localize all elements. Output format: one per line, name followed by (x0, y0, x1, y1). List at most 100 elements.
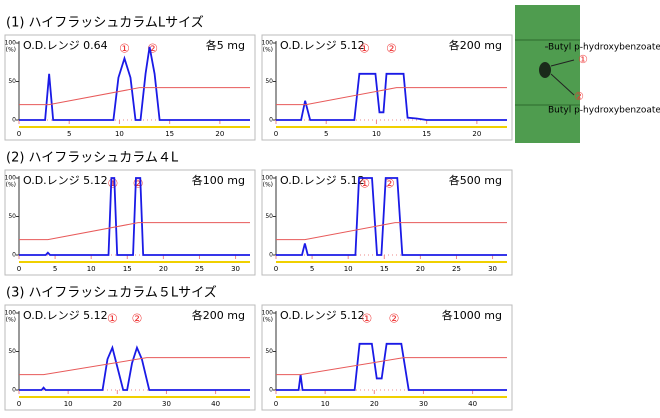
y-tick-label: 0 (12, 387, 16, 394)
x-tick-label: 30 (488, 265, 497, 273)
y-label: (%) (6, 317, 16, 324)
trace (19, 177, 250, 256)
photo-label: ② (574, 90, 584, 103)
annotation: ① (359, 177, 370, 191)
x-tick-label: 0 (17, 400, 21, 408)
y-tick-label: 100 (5, 310, 17, 317)
x-tick-label: 20 (416, 265, 425, 273)
trace (276, 72, 507, 121)
y-tick-label: 100 (262, 310, 274, 317)
chart-subtitle: 各500 mg (449, 173, 502, 187)
x-tick-label: 25 (195, 265, 204, 273)
chart-title: O.D.レンジ 5.12 (280, 174, 365, 187)
trace (276, 177, 507, 256)
annotation: ② (132, 312, 143, 326)
chart-subtitle: 各5 mg (206, 38, 245, 52)
y-tick-label: 0 (12, 117, 16, 124)
y-label: (%) (263, 47, 273, 54)
x-tick-label: 10 (372, 130, 381, 138)
annotation: ① (107, 177, 118, 191)
chart-title: O.D.レンジ 0.64 (23, 39, 108, 52)
x-tick-label: 30 (162, 400, 171, 408)
y-tick-label: 0 (269, 252, 273, 259)
x-tick-label: 25 (452, 265, 461, 273)
y-tick-label: 50 (8, 78, 16, 85)
trace (19, 87, 250, 106)
x-tick-label: 20 (370, 400, 379, 408)
annotation: ① (362, 312, 373, 326)
x-tick-label: 15 (380, 265, 389, 273)
photo-label: Butyl p-hydroxybenzoate (548, 43, 660, 53)
annotation: ② (386, 42, 397, 56)
chart-title: O.D.レンジ 5.12 (280, 39, 365, 52)
y-tick-label: 100 (262, 175, 274, 182)
x-tick-label: 15 (422, 130, 431, 138)
x-tick-label: 5 (310, 265, 314, 273)
x-tick-label: 0 (274, 400, 278, 408)
trace (19, 344, 250, 391)
annotation: ② (133, 177, 144, 191)
x-tick-label: 0 (17, 265, 21, 273)
y-tick-label: 50 (265, 78, 273, 85)
chart-title: O.D.レンジ 5.12 (23, 309, 108, 322)
x-tick-label: 30 (231, 265, 240, 273)
annotation: ① (119, 42, 130, 56)
x-tick-label: 10 (344, 265, 353, 273)
y-tick-label: 50 (8, 348, 16, 355)
y-tick-label: 50 (265, 213, 273, 220)
leader (550, 59, 575, 67)
trace (19, 222, 250, 241)
annotation: ① (107, 312, 118, 326)
chart-subtitle: 各200 mg (192, 308, 245, 322)
y-tick-label: 100 (262, 40, 274, 47)
y-tick-label: 50 (265, 348, 273, 355)
x-tick-label: 10 (64, 400, 73, 408)
y-tick-label: 0 (269, 387, 273, 394)
x-tick-label: 5 (324, 130, 328, 138)
photo-label: ① (578, 53, 588, 66)
x-tick-label: 5 (67, 130, 71, 138)
section-title: (2) ハイフラッシュカラム４L (6, 151, 179, 166)
leader (550, 73, 575, 96)
y-tick-label: 100 (5, 40, 17, 47)
trace (19, 46, 250, 121)
photo-label: Butyl p-hydroxybenzoate (548, 106, 660, 116)
x-tick-label: 0 (17, 130, 21, 138)
y-tick-label: 0 (269, 117, 273, 124)
x-tick-label: 20 (472, 130, 481, 138)
y-label: (%) (263, 317, 273, 324)
trace (19, 357, 250, 376)
x-tick-label: 5 (53, 265, 57, 273)
trace (276, 87, 507, 106)
x-tick-label: 30 (419, 400, 428, 408)
y-label: (%) (6, 182, 16, 189)
y-label: (%) (6, 47, 16, 54)
x-tick-label: 10 (321, 400, 330, 408)
x-tick-label: 10 (87, 265, 96, 273)
spot (539, 62, 551, 78)
annotation: ② (384, 177, 395, 191)
annotation: ② (147, 42, 158, 56)
x-tick-label: 20 (113, 400, 122, 408)
annotation: ① (359, 42, 370, 56)
chart-subtitle: 各100 mg (192, 173, 245, 187)
x-tick-label: 0 (274, 130, 278, 138)
annotation: ② (389, 312, 400, 326)
y-tick-label: 100 (5, 175, 17, 182)
chart-subtitle: 各200 mg (449, 38, 502, 52)
y-tick-label: 0 (12, 252, 16, 259)
chart-title: O.D.レンジ 5.12 (280, 309, 365, 322)
x-tick-label: 0 (274, 265, 278, 273)
x-tick-label: 20 (215, 130, 224, 138)
y-tick-label: 50 (8, 213, 16, 220)
section-title: (3) ハイフラッシュカラム５Lサイズ (6, 285, 217, 301)
trace (276, 357, 507, 376)
x-tick-label: 15 (123, 265, 132, 273)
section-title: (1) ハイフラッシュカラムLサイズ (6, 15, 204, 31)
x-tick-label: 10 (115, 130, 124, 138)
y-label: (%) (263, 182, 273, 189)
chart-title: O.D.レンジ 5.12 (23, 174, 108, 187)
x-tick-label: 40 (468, 400, 477, 408)
chart-subtitle: 各1000 mg (442, 308, 502, 322)
